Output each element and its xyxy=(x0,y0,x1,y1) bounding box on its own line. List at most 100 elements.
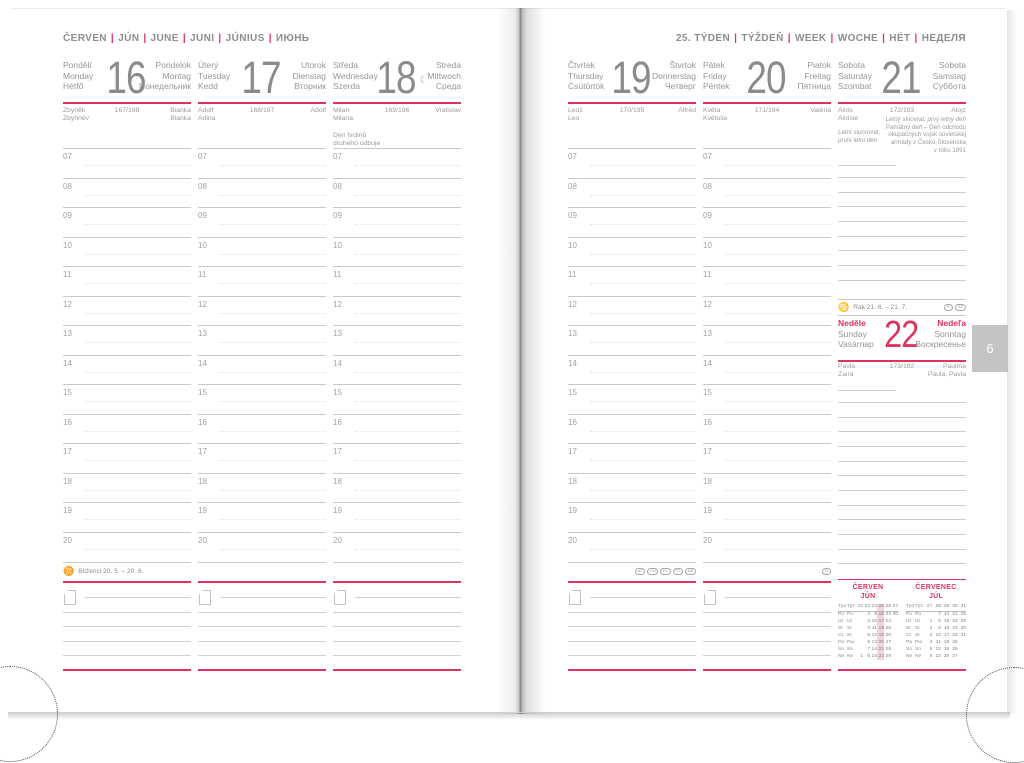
mini-calendar-grid: Týd Týž 27 28 29 30 31 Po Po 7 14 21 28 Út Ut 1 8 15 22 29 S… xyxy=(906,604,966,660)
calendar-cell: 24 xyxy=(885,619,891,624)
header-word: WOCHE xyxy=(837,33,879,44)
calendar-cell: 29 xyxy=(940,604,950,613)
hour-label: 14 xyxy=(63,358,72,368)
binding-shadow xyxy=(496,8,546,714)
calendar-cell: 16 xyxy=(877,611,884,619)
nameday-slovak: Alfréd xyxy=(678,107,696,115)
calendar-cell xyxy=(856,619,863,626)
calendar-cell: 23 xyxy=(885,612,891,618)
calendar-bottom-rule xyxy=(838,669,966,671)
zodiac-label: Rak 21. 6. – 21. 7. xyxy=(853,304,908,311)
calendar-cell xyxy=(856,612,863,619)
half-hour-line xyxy=(85,224,191,226)
hour-slot: 11 xyxy=(198,266,326,297)
calendar-cell: 15 xyxy=(871,653,877,659)
hour-label: 19 xyxy=(568,506,577,516)
nameday-slovak: Valéria xyxy=(810,107,831,115)
hour-slot: 19 xyxy=(568,502,696,533)
half-hour-line xyxy=(85,430,191,432)
day-name-line: Samstag xyxy=(932,70,966,81)
hour-label: 15 xyxy=(568,388,577,398)
calendar-cell: 21 xyxy=(877,646,884,654)
short-line xyxy=(838,390,896,391)
hour-label: 08 xyxy=(703,181,712,191)
calendar-cell: St xyxy=(838,625,843,631)
hour-slot: 18 xyxy=(198,472,326,504)
separator-pipe: | xyxy=(830,33,834,44)
half-hour-line xyxy=(590,194,696,196)
hour-label: 14 xyxy=(333,358,342,368)
writing-line xyxy=(838,416,966,418)
separator-pipe: | xyxy=(734,33,738,44)
half-hour-line xyxy=(355,460,461,462)
hour-label: 09 xyxy=(198,211,207,221)
calendar-cell: Pá xyxy=(838,639,844,645)
calendar-row: Ne Ne 6 13 20 27 xyxy=(906,654,966,661)
half-hour-line xyxy=(590,489,696,491)
notes-bottom-rule xyxy=(703,669,831,671)
calendar-cell: 26 xyxy=(952,646,958,652)
calendar-cell: 22 xyxy=(877,653,884,661)
half-hour-line xyxy=(220,194,326,196)
zodiac-divider: ♋ Rak 21. 6. – 21. 7. FI SE xyxy=(838,301,966,314)
calendar-cell: 16 xyxy=(943,625,950,631)
nameday-czech: Pavla Zaira xyxy=(838,363,855,380)
hour-label: 18 xyxy=(198,476,207,486)
hour-slot: 17 xyxy=(198,443,326,474)
half-hour-line xyxy=(220,253,326,255)
nameday-line: Zaira xyxy=(838,371,854,379)
hour-label: 07 xyxy=(333,152,342,161)
corner-perforation-right xyxy=(966,667,1024,763)
nameday-czech: Milan Milana xyxy=(333,107,353,124)
half-hour-line xyxy=(355,253,461,255)
day-header-rule xyxy=(703,102,831,104)
holiday-line: v roku 1991 xyxy=(933,146,966,154)
hour-label: 15 xyxy=(703,388,712,398)
day-name-line: Sobota xyxy=(939,60,966,70)
hour-slot: 16 xyxy=(63,413,191,445)
hour-grid-bottom-line xyxy=(63,561,191,563)
day-name-line: Utorok xyxy=(300,60,326,70)
calendar-row: Čt Št 3 10 17 24 31 xyxy=(906,633,966,640)
zodiac-label: Blíženci 20. 5. – 20. 6. xyxy=(78,567,144,575)
calendar-cell: 3 xyxy=(867,619,870,624)
half-hour-line xyxy=(590,460,696,462)
hour-label: 15 xyxy=(333,388,342,398)
hour-label: 14 xyxy=(703,358,712,368)
hour-slot: 16 xyxy=(568,413,696,445)
notes-line xyxy=(198,640,326,642)
calendar-cell: Po xyxy=(915,612,921,618)
hour-label: 08 xyxy=(333,181,342,191)
header-word: JUNE xyxy=(150,33,179,44)
calendar-cell: 1 xyxy=(860,653,863,659)
calendar-cell: 8 xyxy=(938,619,941,624)
half-hour-line xyxy=(355,489,461,491)
calendar-cell: 2 xyxy=(929,625,933,631)
calendar-cell: 12 xyxy=(871,632,877,638)
notes-bottom-rule xyxy=(568,669,696,671)
mini-calendar-title: ČERVEN JÚN xyxy=(838,584,898,601)
hour-slot: 15 xyxy=(703,384,831,415)
notes-bottom-rule xyxy=(198,669,326,671)
hour-label: 07 xyxy=(568,152,577,161)
day-names-local: Neděle Sunday Vasárnap xyxy=(838,318,874,350)
hour-slot: 15 xyxy=(568,384,696,415)
half-hour-line xyxy=(590,342,696,344)
hour-slot: 11 xyxy=(568,266,696,297)
mini-calendars: ČERVEN JÚN Týd Týž 22 23 24 25 26 27 Po Po 2 9 16 23 30 Ú… xyxy=(838,584,966,661)
holiday-note-line: Den hrdinů xyxy=(333,132,367,139)
footer-rule xyxy=(333,581,461,583)
calendar-cell: Po xyxy=(906,612,912,618)
hour-grid-bottom-line xyxy=(703,561,831,563)
day-names-foreign: Pondelok Montag Понедельник xyxy=(139,60,191,92)
hour-label: 07 xyxy=(198,152,207,161)
hour-label: 16 xyxy=(198,417,207,427)
day-column-wednesday: Středa Wednesday Szerda 18 ☾ Streda Mittwoch Ср… xyxy=(333,55,461,674)
hour-slot: 17 xyxy=(568,443,696,474)
calendar-cell: 25 xyxy=(877,604,884,613)
hour-slot: 14 xyxy=(63,354,191,386)
nameday-line: Leo xyxy=(568,115,580,123)
nameday-line: Blanka xyxy=(170,115,191,123)
hour-slot: 20 xyxy=(63,532,191,563)
sunday-bottom-rule xyxy=(838,578,966,580)
